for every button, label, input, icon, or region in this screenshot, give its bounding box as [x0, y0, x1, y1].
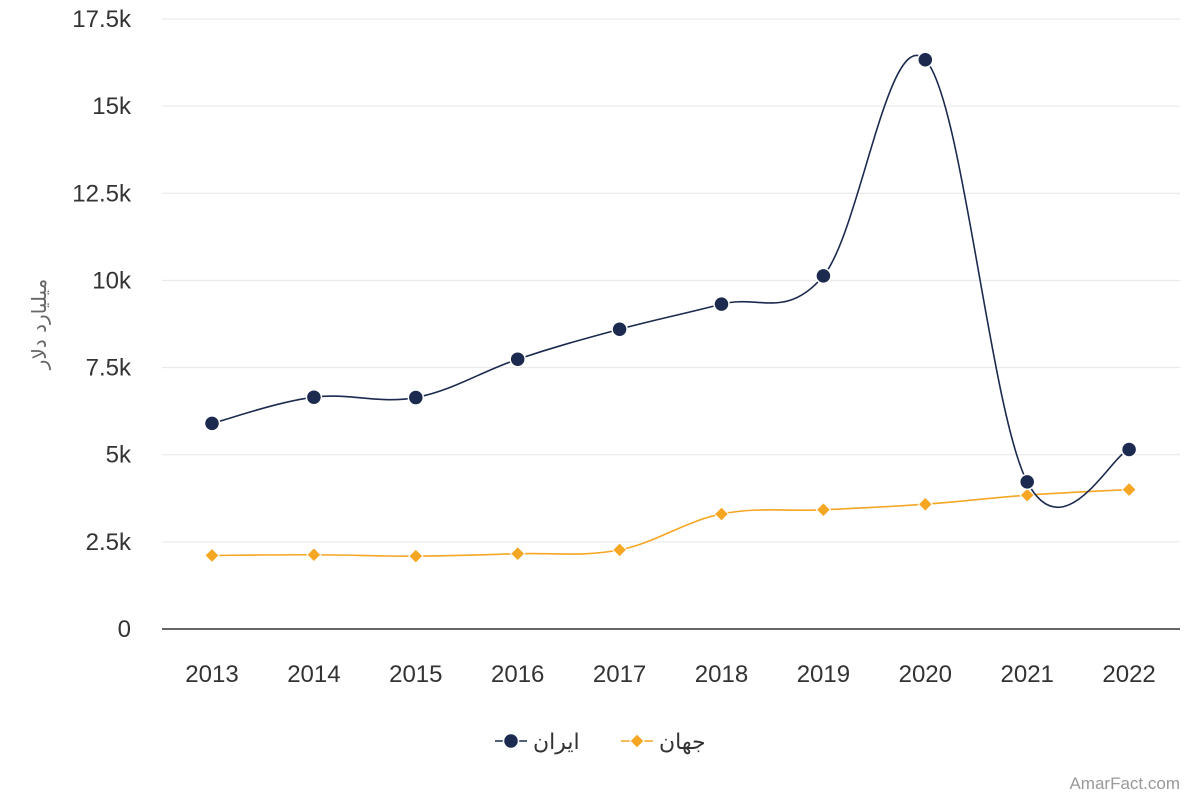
- y-tick-label: 5k: [106, 442, 132, 469]
- x-tick-label: 2014: [287, 661, 340, 688]
- x-tick-label: 2015: [389, 661, 442, 688]
- data-point-circle[interactable]: [509, 350, 526, 368]
- series-layer: [203, 51, 1138, 564]
- data-point-circle[interactable]: [917, 51, 934, 69]
- legend-label: جهان: [659, 730, 706, 755]
- data-point-circle[interactable]: [815, 267, 832, 285]
- y-axis-label: میلیارد دلار: [27, 279, 51, 370]
- x-axis-tick-labels: 2013 2014 2015 2016 2017 2018 2019 2020 2021 2022: [185, 661, 1155, 688]
- x-tick-label: 2017: [593, 661, 646, 688]
- legend-item-world[interactable]: جهان: [621, 730, 706, 755]
- data-point-circle[interactable]: [713, 295, 730, 313]
- data-point-diamond[interactable]: [815, 502, 832, 518]
- legend-marker[interactable]: [502, 732, 520, 750]
- legend-item-iran[interactable]: ایران: [495, 730, 580, 755]
- y-axis-tick-labels: 0 2.5k 5k 7.5k 10k 12.5k 15k 17.5k: [72, 6, 132, 643]
- data-point-diamond[interactable]: [408, 548, 424, 564]
- y-tick-label: 10k: [92, 267, 132, 294]
- data-point-diamond[interactable]: [204, 547, 220, 564]
- data-point-diamond[interactable]: [1121, 481, 1137, 498]
- legend[interactable]: ایران جهان: [495, 730, 706, 755]
- y-tick-label: 2.5k: [86, 529, 132, 556]
- data-point-diamond[interactable]: [611, 542, 628, 558]
- series-line: [211, 488, 1130, 557]
- data-point-diamond[interactable]: [509, 546, 526, 562]
- data-point-diamond[interactable]: [713, 506, 730, 522]
- data-point-circle[interactable]: [203, 415, 221, 432]
- data-point-circle[interactable]: [611, 320, 628, 338]
- series-world: [204, 481, 1137, 564]
- grid-lines: [162, 18, 1180, 543]
- data-point-diamond[interactable]: [306, 547, 322, 563]
- legend-marker[interactable]: [629, 733, 645, 749]
- legend-label: ایران: [533, 730, 580, 755]
- x-tick-label: 2021: [1001, 661, 1054, 688]
- series-iran: [203, 51, 1138, 509]
- y-tick-label: 12.5k: [72, 180, 132, 207]
- data-point-diamond[interactable]: [917, 496, 934, 512]
- x-tick-label: 2020: [899, 661, 952, 688]
- x-tick-label: 2022: [1102, 661, 1155, 688]
- data-point-diamond[interactable]: [1019, 487, 1035, 503]
- y-tick-label: 0: [118, 616, 131, 643]
- data-point-circle[interactable]: [1120, 441, 1138, 458]
- source-credit: AmarFact.com: [1069, 774, 1180, 793]
- x-tick-label: 2013: [185, 661, 238, 688]
- y-tick-label: 17.5k: [72, 6, 132, 33]
- data-point-circle[interactable]: [407, 389, 425, 406]
- y-tick-label: 7.5k: [86, 355, 132, 382]
- x-tick-label: 2018: [695, 661, 748, 688]
- data-point-circle[interactable]: [1018, 473, 1036, 491]
- series-line: [211, 55, 1130, 509]
- y-tick-label: 15k: [92, 93, 132, 120]
- x-tick-label: 2019: [797, 661, 850, 688]
- data-point-circle[interactable]: [305, 388, 323, 406]
- x-tick-label: 2016: [491, 661, 544, 688]
